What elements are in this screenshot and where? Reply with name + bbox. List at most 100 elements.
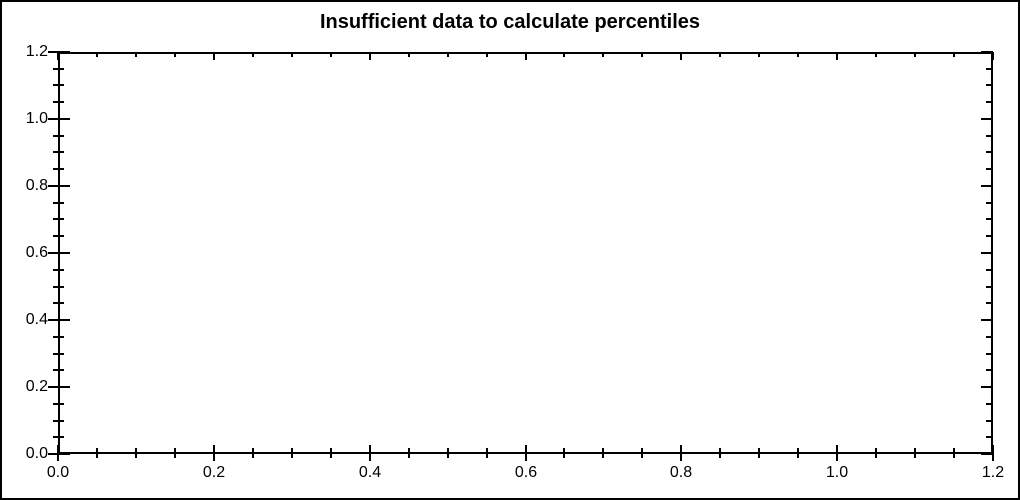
x-axis-top-minor-tick <box>602 52 604 57</box>
y-axis-major-tick <box>48 319 70 321</box>
y-axis-right-minor-tick <box>986 286 993 288</box>
x-axis-major-tick <box>525 445 527 461</box>
x-axis-top-minor-tick <box>330 52 332 57</box>
x-axis-minor-tick <box>914 448 916 458</box>
y-axis-right-minor-tick <box>986 420 993 422</box>
y-axis-right-major-tick <box>981 185 993 187</box>
x-axis-major-tick <box>213 445 215 461</box>
y-axis-minor-tick <box>53 369 64 371</box>
x-axis-top-minor-tick <box>797 52 799 57</box>
y-axis-right-minor-tick <box>986 84 993 86</box>
x-axis-top-major-tick <box>213 52 215 60</box>
x-axis-major-tick <box>992 445 994 461</box>
y-axis-major-tick <box>48 453 70 455</box>
y-axis-minor-tick <box>53 151 64 153</box>
y-axis-right-minor-tick <box>986 135 993 137</box>
x-axis-major-tick <box>369 445 371 461</box>
x-axis-top-minor-tick <box>96 52 98 57</box>
x-axis-top-minor-tick <box>563 52 565 57</box>
y-axis-tick-label: 0.4 <box>25 311 48 328</box>
x-axis-minor-tick <box>875 448 877 458</box>
y-axis-right-minor-tick <box>986 168 993 170</box>
y-axis-minor-tick <box>53 168 64 170</box>
y-axis-right-minor-tick <box>986 235 993 237</box>
y-axis-minor-tick <box>53 302 64 304</box>
x-axis-top-minor-tick <box>408 52 410 57</box>
x-axis-top-minor-tick <box>291 52 293 57</box>
x-axis-top-minor-tick <box>758 52 760 57</box>
y-axis-right-major-tick <box>981 51 993 53</box>
y-axis-tick-label: 0.8 <box>25 177 48 194</box>
x-axis-top-minor-tick <box>875 52 877 57</box>
x-axis-top-minor-tick <box>953 52 955 57</box>
x-axis-tick-label: 0.8 <box>669 464 693 481</box>
x-axis-major-tick <box>836 445 838 461</box>
y-axis-right-major-tick <box>981 118 993 120</box>
y-axis-minor-tick <box>53 202 64 204</box>
x-axis-top-minor-tick <box>447 52 449 57</box>
x-axis-minor-tick <box>641 448 643 458</box>
x-axis-tick-label: 1.0 <box>825 464 849 481</box>
x-axis-major-tick <box>680 445 682 461</box>
x-axis-top-minor-tick <box>914 52 916 57</box>
y-axis-right-minor-tick <box>986 436 993 438</box>
x-axis-top-minor-tick <box>135 52 137 57</box>
y-axis-right-minor-tick <box>986 302 993 304</box>
x-axis-minor-tick <box>486 448 488 458</box>
y-axis-tick-label: 0.6 <box>25 244 48 261</box>
y-axis-right-minor-tick <box>986 353 993 355</box>
y-axis-minor-tick <box>53 353 64 355</box>
y-axis-right-major-tick <box>981 319 993 321</box>
y-axis-right-minor-tick <box>986 101 993 103</box>
x-axis-top-major-tick <box>992 52 994 60</box>
y-axis-major-tick <box>48 51 70 53</box>
x-axis-top-major-tick <box>525 52 527 60</box>
y-axis-minor-tick <box>53 68 64 70</box>
x-axis-top-major-tick <box>369 52 371 60</box>
y-axis-tick-label: 0.0 <box>25 445 48 462</box>
y-axis-minor-tick <box>53 101 64 103</box>
x-axis-tick-label: 1.2 <box>981 464 1005 481</box>
x-axis-minor-tick <box>330 448 332 458</box>
y-axis-right-major-tick <box>981 252 993 254</box>
y-axis-right-minor-tick <box>986 269 993 271</box>
y-axis-right-minor-tick <box>986 336 993 338</box>
y-axis-tick-label: 1.0 <box>25 110 48 127</box>
chart-title: Insufficient data to calculate percentil… <box>319 11 701 33</box>
x-axis-top-minor-tick <box>641 52 643 57</box>
x-axis-minor-tick <box>758 448 760 458</box>
x-axis-tick-label: 0.0 <box>46 464 70 481</box>
x-axis-minor-tick <box>252 448 254 458</box>
y-axis-major-tick <box>48 118 70 120</box>
y-axis-right-minor-tick <box>986 218 993 220</box>
x-axis-minor-tick <box>135 448 137 458</box>
y-axis-tick-label: 1.2 <box>25 43 48 60</box>
y-axis-right-minor-tick <box>986 369 993 371</box>
x-axis-top-major-tick <box>836 52 838 60</box>
x-axis-top-minor-tick <box>174 52 176 57</box>
x-axis-minor-tick <box>953 448 955 458</box>
y-axis-minor-tick <box>53 269 64 271</box>
y-axis-right-major-tick <box>981 453 993 455</box>
y-axis-right-minor-tick <box>986 68 993 70</box>
y-axis-minor-tick <box>53 403 64 405</box>
y-axis-minor-tick <box>53 218 64 220</box>
y-axis-right-minor-tick <box>986 202 993 204</box>
x-axis-tick-label: 0.4 <box>358 464 382 481</box>
x-axis-minor-tick <box>96 448 98 458</box>
x-axis-tick-label: 0.2 <box>202 464 226 481</box>
y-axis-right-minor-tick <box>986 151 993 153</box>
x-axis-minor-tick <box>447 448 449 458</box>
x-axis-tick-label: 0.6 <box>514 464 538 481</box>
y-axis-right-minor-tick <box>986 403 993 405</box>
x-axis-minor-tick <box>563 448 565 458</box>
y-axis-right-major-tick <box>981 386 993 388</box>
y-axis-major-tick <box>48 252 70 254</box>
x-axis-minor-tick <box>602 448 604 458</box>
y-axis-major-tick <box>48 386 70 388</box>
x-axis-top-minor-tick <box>486 52 488 57</box>
x-axis-minor-tick <box>719 448 721 458</box>
x-axis-top-major-tick <box>57 52 59 60</box>
y-axis-minor-tick <box>53 420 64 422</box>
